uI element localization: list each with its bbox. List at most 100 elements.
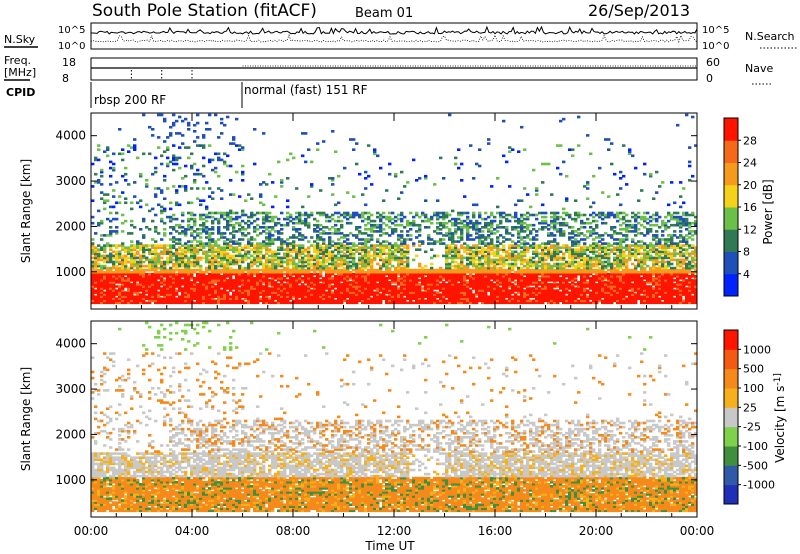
heatmap-cell — [196, 287, 200, 290]
heatmap-cell — [388, 254, 392, 258]
heatmap-cell — [520, 260, 524, 264]
heatmap-cell — [445, 254, 449, 258]
heatmap-cell — [178, 238, 182, 241]
heatmap-cell — [343, 236, 347, 239]
heatmap-cell — [196, 172, 200, 176]
heatmap-cell — [400, 295, 404, 298]
heatmap-cell — [220, 246, 224, 249]
heatmap-cell — [286, 283, 290, 286]
heatmap-cell — [490, 242, 494, 245]
heatmap-cell — [391, 264, 395, 268]
heatmap-cell — [160, 246, 164, 249]
heatmap-cell — [484, 272, 488, 276]
heatmap-cell — [403, 252, 407, 256]
heatmap-cell — [130, 266, 134, 270]
heatmap-cell — [466, 221, 470, 225]
heatmap-cell — [511, 266, 515, 270]
heatmap-cell — [403, 250, 407, 254]
heatmap-cell — [313, 228, 317, 231]
heatmap-cell — [349, 252, 353, 256]
heatmap-cell — [148, 266, 152, 270]
heatmap-cell — [187, 123, 191, 127]
heatmap-cell — [163, 272, 167, 276]
heatmap-cell — [193, 293, 197, 296]
heatmap-cell — [283, 272, 287, 276]
heatmap-cell — [106, 154, 110, 158]
heatmap-cell — [241, 260, 245, 264]
heatmap-cell — [103, 254, 107, 258]
heatmap-cell — [211, 221, 215, 225]
heatmap-cell — [472, 246, 476, 249]
heatmap-cell — [403, 238, 407, 241]
heatmap-cell — [292, 287, 296, 290]
heatmap-cell — [529, 223, 533, 227]
heatmap-cell — [502, 246, 506, 249]
heatmap-cell — [436, 232, 440, 235]
heatmap-cell — [361, 268, 365, 272]
heatmap-cell — [262, 279, 266, 282]
heatmap-cell — [427, 219, 431, 223]
heatmap-cell — [400, 268, 404, 272]
heatmap-cell — [532, 287, 536, 290]
heatmap-cell — [343, 295, 347, 298]
heatmap-cell — [451, 285, 455, 288]
heatmap-cell — [244, 291, 248, 294]
heatmap-cell — [232, 272, 236, 276]
heatmap-cell — [178, 203, 182, 207]
heatmap-cell — [193, 291, 197, 294]
heatmap-cell — [508, 264, 512, 268]
heatmap-cell — [166, 289, 170, 292]
heatmap-cell — [100, 287, 104, 290]
heatmap-cell — [301, 238, 305, 241]
heatmap-cell — [337, 232, 341, 235]
heatmap-cell — [217, 260, 221, 264]
heatmap-cell — [349, 299, 353, 303]
heatmap-cell — [172, 297, 176, 300]
heatmap-cell — [322, 295, 326, 298]
heatmap-cell — [172, 293, 176, 296]
heatmap-cell — [280, 285, 284, 288]
heatmap-cell — [475, 275, 479, 278]
heatmap-cell — [526, 193, 530, 196]
heatmap-cell — [205, 121, 209, 125]
heatmap-cell — [349, 281, 353, 284]
heatmap-cell — [532, 213, 536, 217]
heatmap-cell — [166, 262, 170, 266]
heatmap-cell — [265, 260, 269, 264]
heatmap-cell — [361, 277, 365, 280]
heatmap-cell — [253, 299, 257, 303]
heatmap-cell — [97, 295, 101, 298]
heatmap-cell — [328, 285, 332, 288]
heatmap-cell — [250, 262, 254, 266]
heatmap-cell — [271, 299, 275, 303]
heatmap-cell — [127, 272, 131, 276]
heatmap-cell — [268, 264, 272, 268]
heatmap-cell — [181, 291, 185, 294]
heatmap-cell — [226, 215, 230, 219]
heatmap-cell — [286, 297, 290, 300]
heatmap-cell — [448, 299, 452, 303]
heatmap-cell — [232, 193, 236, 196]
heatmap-cell — [295, 289, 299, 292]
heatmap-cell — [436, 221, 440, 225]
heatmap-cell — [202, 221, 206, 225]
heatmap-cell — [136, 277, 140, 280]
heatmap-cell — [358, 287, 362, 290]
heatmap-cell — [451, 264, 455, 268]
heatmap-cell — [517, 244, 521, 247]
heatmap-cell — [391, 211, 395, 215]
heatmap-cell — [286, 281, 290, 284]
heatmap-cell — [247, 277, 251, 280]
heatmap-cell — [196, 301, 200, 305]
heatmap-cell — [229, 211, 233, 215]
heatmap-cell — [217, 301, 221, 305]
heatmap-cell — [352, 211, 356, 215]
heatmap-cell — [463, 295, 467, 298]
heatmap-cell — [457, 289, 461, 292]
heatmap-cell — [448, 256, 452, 260]
heatmap-cell — [301, 270, 305, 274]
heatmap-cell — [469, 289, 473, 292]
heatmap-cell — [250, 238, 254, 241]
heatmap-cell — [112, 254, 116, 258]
heatmap-cell — [157, 187, 161, 190]
